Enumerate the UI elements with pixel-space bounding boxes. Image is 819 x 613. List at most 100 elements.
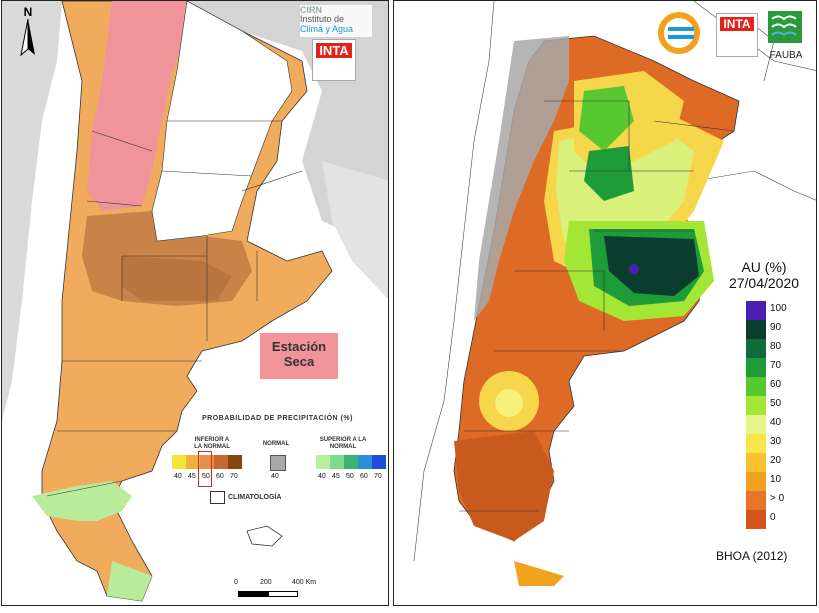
scale-tick-200: 200 (260, 579, 272, 586)
north-arrow: N (18, 5, 38, 57)
malvinas-islands (246, 525, 283, 547)
colorbar-tick-4: 60 (770, 379, 782, 390)
colorbar-segment-4 (746, 377, 766, 396)
colorbar-segment-8 (746, 453, 766, 472)
above-normal-swatch-2 (344, 455, 358, 469)
below-normal-swatch-1 (186, 455, 200, 469)
normal-label: NORMAL (262, 441, 290, 447)
below-normal-swatch-0 (172, 455, 186, 469)
colorbar-tick-0: 100 (770, 303, 787, 314)
colorbar-tick-11: 0 (770, 512, 776, 523)
cirn-logo-line3: Clima y Agua (300, 24, 354, 34)
colorbar-tick-6: 40 (770, 417, 782, 428)
colorbar-tick-10: > 0 (770, 493, 785, 504)
north-green-zone (579, 86, 634, 151)
saturated-spot (629, 264, 639, 274)
above-normal-swatch-1 (330, 455, 344, 469)
north-arrow-icon (20, 18, 35, 57)
above-normal-tick-3: 60 (360, 473, 368, 480)
below-normal-tick-0: 40 (174, 473, 182, 480)
above-normal-tick-0: 40 (318, 473, 326, 480)
dry-season-label-box: Estación Seca (260, 333, 338, 379)
inta-logo-text: INTA (316, 43, 352, 58)
scale-tick-400: 400 Km (292, 579, 317, 586)
left-map-svg (2, 1, 388, 605)
inta-logo-right-text: INTA (720, 17, 754, 31)
colorbar-segment-2 (746, 339, 766, 358)
above-normal-green-zone (32, 481, 132, 521)
scale-white-segment (268, 591, 298, 597)
colorbar-segment-7 (746, 434, 766, 453)
above-normal-swatch-3 (358, 455, 372, 469)
colorbar-tick-2: 80 (770, 341, 782, 352)
forecast-highlight-box (198, 451, 212, 487)
buenos-aires-dark-green (604, 236, 699, 296)
colorbar-tick-5: 50 (770, 398, 782, 409)
legend-title: PROBABILIDAD DE PRECIPITACIÓN (%) (202, 415, 353, 422)
colorbar-tick-3: 70 (770, 360, 782, 371)
below-normal-70-zone (122, 256, 232, 301)
normal-swatch (270, 455, 286, 471)
central-green-zone (584, 146, 634, 201)
cirn-logo: CIRN Instituto de Clima y Agua (300, 5, 372, 37)
inta-logo: INTA (312, 39, 356, 81)
colorbar-segment-0 (746, 301, 766, 320)
inta-logo-right: INTA (716, 13, 758, 57)
tierra-del-fuego-green-zone (107, 561, 152, 601)
colorbar-segment-9 (746, 472, 766, 491)
colorbar-tick-7: 30 (770, 436, 782, 447)
fauba-logo: FAUBA (766, 9, 806, 61)
colorbar-segment-10 (746, 491, 766, 510)
below-normal-swatch-4 (228, 455, 242, 469)
colorbar-segment-6 (746, 415, 766, 434)
right-province-borders (459, 100, 735, 512)
colorbar-segment-1 (746, 320, 766, 339)
variable-label-block: AU (%) 27/04/2020 (714, 259, 814, 291)
colorbar-tick-9: 10 (770, 474, 782, 485)
province-borders (46, 120, 303, 497)
colorbar-segment-3 (746, 358, 766, 377)
fauba-logo-text: FAUBA (769, 50, 803, 61)
scale-bar: 0 200 400 Km (234, 579, 354, 601)
climatology-swatch (210, 491, 225, 504)
climate-logo-icon (658, 12, 700, 54)
right-map-svg (394, 1, 816, 605)
below-normal-tick-1: 45 (188, 473, 196, 480)
colorbar-tick-1: 90 (770, 322, 782, 333)
colorbar-segment-11 (746, 510, 766, 529)
dry-season-line1: Estación (271, 339, 327, 354)
below-normal-label: INFERIOR A LA NORMAL (194, 437, 230, 450)
scale-tick-0: 0 (234, 579, 238, 586)
variable-label: AU (%) (741, 259, 787, 275)
patagonia-light-zone (495, 389, 523, 417)
above-normal-label: SUPERIOR A LA NORMAL (319, 437, 367, 450)
dry-season-line2: Seca (283, 354, 315, 369)
precipitation-probability-map-panel: N CIRN Instituto de Clima y Agua INTA Es… (1, 0, 389, 606)
above-normal-tick-2: 50 (346, 473, 354, 480)
colorbar-segment-5 (746, 396, 766, 415)
model-label: BHOA (2012) (716, 549, 788, 563)
cirn-logo-line2: Instituto de (300, 14, 345, 24)
chile-land (2, 1, 62, 421)
soil-water-map-panel: INTA FAUBA AU (%) 27/04/2020 100 90 80 70 60… (393, 0, 817, 606)
below-normal-swatch-2 (200, 455, 214, 469)
dry-season-pink-zone (87, 1, 187, 211)
tierra-del-fuego-zone (514, 561, 564, 586)
above-normal-swatch-0 (316, 455, 330, 469)
date-label: 27/04/2020 (728, 275, 800, 291)
uruguay-land (322, 161, 388, 299)
below-normal-swatch-3 (214, 455, 228, 469)
north-label: N (23, 5, 33, 19)
above-normal-tick-4: 70 (374, 473, 382, 480)
scale-black-segment (238, 591, 268, 597)
south-dark-orange (454, 431, 554, 541)
precipitation-legend: PROBABILIDAD DE PRECIPITACIÓN (%) INFERI… (170, 415, 386, 507)
andes-no-data-zone (474, 36, 569, 321)
climatology-label: CLIMATOLOGÍA (228, 494, 282, 501)
colorbar-tick-8: 20 (770, 455, 782, 466)
below-normal-tick-4: 70 (230, 473, 238, 480)
above-normal-swatch-4 (372, 455, 386, 469)
below-normal-tick-3: 60 (216, 473, 224, 480)
normal-tick: 40 (271, 473, 279, 480)
above-normal-tick-1: 45 (332, 473, 340, 480)
